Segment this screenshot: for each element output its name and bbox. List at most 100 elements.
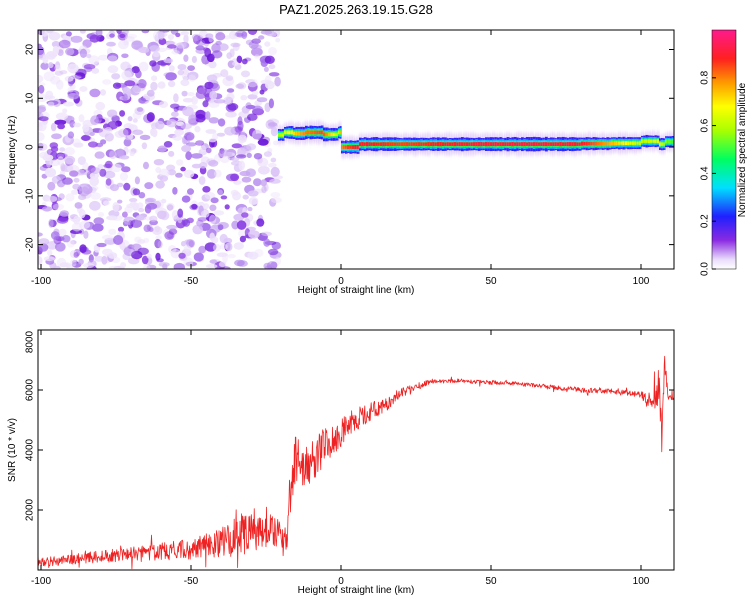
noise-speckle (183, 34, 189, 44)
noise-speckle (172, 134, 183, 141)
signal-trace-cell (480, 142, 484, 147)
noise-speckle (40, 62, 49, 70)
noise-speckle (159, 168, 170, 178)
noise-speckle (91, 67, 100, 74)
noise-speckle (206, 169, 217, 179)
noise-speckle (79, 169, 91, 175)
noise-speckle (183, 169, 195, 179)
noise-speckle (182, 73, 189, 81)
noise-speckle (267, 122, 278, 127)
signal-trace-cell (434, 142, 438, 146)
signal-trace-cell (408, 142, 412, 146)
noise-speckle (79, 244, 87, 254)
signal-trace-cell (656, 139, 660, 144)
signal-trace-cell (661, 142, 664, 146)
noise-speckle (107, 65, 119, 74)
noise-speckle (155, 252, 161, 261)
signal-trace-cell (343, 145, 346, 149)
noise-speckle (145, 197, 156, 203)
signal-trace-cell (441, 142, 445, 147)
noise-speckle (124, 36, 135, 42)
noise-speckle (205, 264, 218, 269)
signal-trace-cell (320, 130, 324, 135)
noise-speckle (82, 125, 90, 132)
noise-speckle (157, 81, 166, 89)
noise-speckle (201, 210, 210, 218)
noise-speckle (89, 34, 100, 43)
signal-trace-cell (307, 130, 311, 135)
noise-speckle (155, 235, 162, 240)
noise-speckle (48, 62, 54, 69)
signal-trace-cell (545, 142, 548, 147)
signal-trace-cell (297, 131, 301, 136)
noise-speckle (90, 167, 101, 174)
noise-speckle (75, 68, 87, 77)
noise-speckle (132, 188, 141, 196)
noise-speckle (184, 132, 195, 141)
noise-speckle (174, 129, 185, 136)
signal-trace-cell (325, 132, 329, 137)
noise-speckle (38, 232, 43, 237)
noise-speckle (208, 160, 219, 167)
snr-y-tick-label: 4000 (25, 438, 36, 461)
signal-trace-cell (564, 142, 568, 146)
spectrogram-y-tick-label: 0 (25, 144, 36, 150)
noise-speckle (268, 98, 274, 109)
noise-speckle (188, 114, 197, 124)
noise-speckle (109, 33, 115, 38)
noise-speckle (67, 131, 75, 139)
noise-speckle (230, 42, 241, 48)
noise-speckle (206, 74, 218, 83)
noise-speckle (240, 130, 246, 138)
noise-speckle (132, 118, 138, 123)
noise-speckle (235, 83, 245, 89)
noise-speckle (106, 109, 118, 118)
noise-speckle (89, 88, 101, 98)
colorbar-tick-label: 0.4 (700, 166, 711, 180)
signal-trace-cell (339, 130, 342, 135)
signal-trace-cell (647, 139, 651, 143)
noise-speckle (187, 65, 196, 71)
signal-trace-cell (359, 142, 362, 147)
noise-speckle (73, 122, 81, 128)
signal-trace-cell (475, 142, 479, 147)
noise-speckle (246, 152, 252, 159)
noise-speckle (225, 111, 237, 118)
noise-speckle (151, 75, 158, 81)
signal-trace-cell (351, 145, 355, 149)
signal-trace-cell (349, 145, 353, 149)
noise-speckle (202, 100, 209, 108)
signal-trace-cell (617, 141, 621, 145)
noise-speckle (270, 261, 278, 269)
signal-trace-cell (587, 141, 591, 146)
noise-speckle (149, 60, 157, 67)
noise-speckle (202, 186, 211, 193)
noise-speckle (71, 189, 79, 195)
signal-trace-cell (636, 141, 640, 145)
signal-trace-cell (525, 142, 529, 146)
noise-speckle (120, 61, 131, 71)
signal-trace-cell (521, 142, 524, 147)
noise-speckle (51, 41, 61, 48)
noise-speckle (131, 85, 142, 93)
noise-speckle (134, 107, 145, 115)
noise-speckle (117, 148, 124, 157)
noise-speckle (146, 89, 155, 97)
noise-speckle (274, 76, 281, 87)
noise-speckle (195, 113, 206, 123)
signal-trace-cell (622, 141, 626, 146)
noise-speckle (38, 132, 45, 142)
noise-speckle (42, 206, 53, 212)
signal-trace-cell (302, 131, 306, 136)
signal-trace-cell (643, 139, 647, 143)
noise-speckle (190, 153, 203, 159)
noise-speckle (104, 160, 113, 169)
signal-trace-cell (368, 142, 372, 147)
noise-speckle (88, 141, 98, 148)
noise-speckle (267, 248, 279, 256)
noise-speckle (119, 110, 126, 117)
noise-speckle (260, 30, 273, 35)
snr-panel: -100 -50 0 50 100 2000 4000 6000 8000 Height of… (7, 329, 675, 596)
noise-speckle (231, 157, 240, 162)
signal-trace-cell (492, 142, 496, 147)
